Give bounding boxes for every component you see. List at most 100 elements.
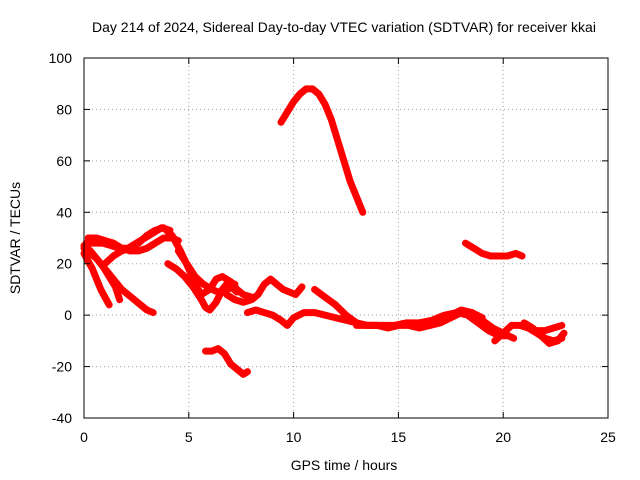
data-point xyxy=(340,157,347,164)
data-point xyxy=(458,307,465,313)
data-point xyxy=(169,232,176,239)
data-point xyxy=(206,307,213,313)
data-point xyxy=(447,312,454,319)
data-point xyxy=(468,309,475,316)
data-point xyxy=(280,286,287,293)
plot-frame xyxy=(83,57,609,419)
data-point xyxy=(175,247,182,254)
y-tick-label: -40 xyxy=(52,410,72,426)
x-axis-label: GPS time / hours xyxy=(291,457,398,473)
data-point xyxy=(353,193,360,200)
series-line xyxy=(277,85,367,216)
data-point xyxy=(332,314,339,321)
data-point xyxy=(160,235,167,241)
data-point xyxy=(101,294,108,301)
data-point xyxy=(200,281,207,288)
data-point xyxy=(298,283,305,290)
data-point xyxy=(359,209,366,216)
series-line xyxy=(520,319,568,347)
data-point xyxy=(91,240,98,247)
data-point xyxy=(284,322,291,329)
data-point xyxy=(215,345,222,352)
y-tick-label: 60 xyxy=(56,153,72,169)
data-point xyxy=(231,296,238,303)
data-point xyxy=(108,242,115,249)
data-point xyxy=(284,109,291,115)
y-tick-label: 40 xyxy=(56,204,72,220)
data-point xyxy=(244,309,251,316)
x-tick-label: 20 xyxy=(495,429,511,445)
data-point xyxy=(426,319,433,326)
data-point xyxy=(219,273,226,280)
data-point xyxy=(240,371,247,378)
y-tick-label: -20 xyxy=(52,359,72,375)
data-point xyxy=(479,317,486,324)
data-point xyxy=(164,260,171,267)
data-point xyxy=(353,322,360,329)
data-point xyxy=(135,240,142,247)
series-arc-12 xyxy=(277,85,367,216)
data-point xyxy=(334,137,341,144)
data-point xyxy=(332,301,339,308)
data-point xyxy=(143,245,150,252)
data-point xyxy=(546,340,553,347)
data-point xyxy=(125,291,132,298)
data-point xyxy=(500,330,507,337)
data-point xyxy=(135,247,142,254)
data-point xyxy=(116,296,123,303)
data-point xyxy=(248,296,255,303)
data-point xyxy=(278,119,285,126)
data-point xyxy=(106,301,113,308)
data-point xyxy=(221,350,228,357)
data-point xyxy=(554,337,561,344)
series-arc-08 xyxy=(174,247,241,296)
data-point xyxy=(143,307,150,313)
series-line xyxy=(533,321,566,335)
x-tick-label: 25 xyxy=(600,429,616,445)
data-point xyxy=(101,260,108,267)
data-point xyxy=(112,283,119,290)
data-point xyxy=(213,276,220,283)
data-point xyxy=(183,260,190,267)
data-point xyxy=(97,286,104,293)
data-point xyxy=(127,245,134,252)
data-point xyxy=(542,327,549,334)
data-point xyxy=(416,319,423,326)
data-point xyxy=(378,322,385,329)
data-point xyxy=(301,309,308,316)
data-point xyxy=(487,253,494,259)
series-arc-19 xyxy=(533,321,566,335)
data-point xyxy=(479,250,486,257)
data-point xyxy=(234,289,241,295)
data-point xyxy=(322,294,329,301)
data-point xyxy=(93,276,100,283)
data-point xyxy=(558,322,565,329)
data-point xyxy=(347,178,354,185)
data-point xyxy=(322,101,329,108)
data-point xyxy=(391,322,398,329)
data-point xyxy=(343,312,349,319)
data-point xyxy=(234,366,241,373)
data-point xyxy=(227,283,234,290)
data-point xyxy=(261,281,268,288)
data-point xyxy=(470,245,477,252)
data-point xyxy=(508,322,515,329)
x-tick-label: 15 xyxy=(391,429,407,445)
data-point xyxy=(215,289,222,295)
data-point xyxy=(152,227,159,234)
axis-ticks: 0 5 10 15 20 25 -40 -20 0 20 40 60 80 100 xyxy=(49,50,616,445)
data-point xyxy=(311,309,318,316)
data-point xyxy=(290,98,297,105)
data-point xyxy=(504,253,511,259)
x-tick-label: 5 xyxy=(185,429,193,445)
data-point xyxy=(137,301,144,308)
data-point xyxy=(85,258,92,265)
data-point xyxy=(491,337,498,344)
data-point xyxy=(150,309,157,316)
data-point xyxy=(269,312,276,319)
data-point xyxy=(213,299,220,306)
data-point xyxy=(244,368,251,375)
data-point xyxy=(521,319,528,326)
data-point xyxy=(496,253,503,259)
data-point xyxy=(303,85,310,92)
